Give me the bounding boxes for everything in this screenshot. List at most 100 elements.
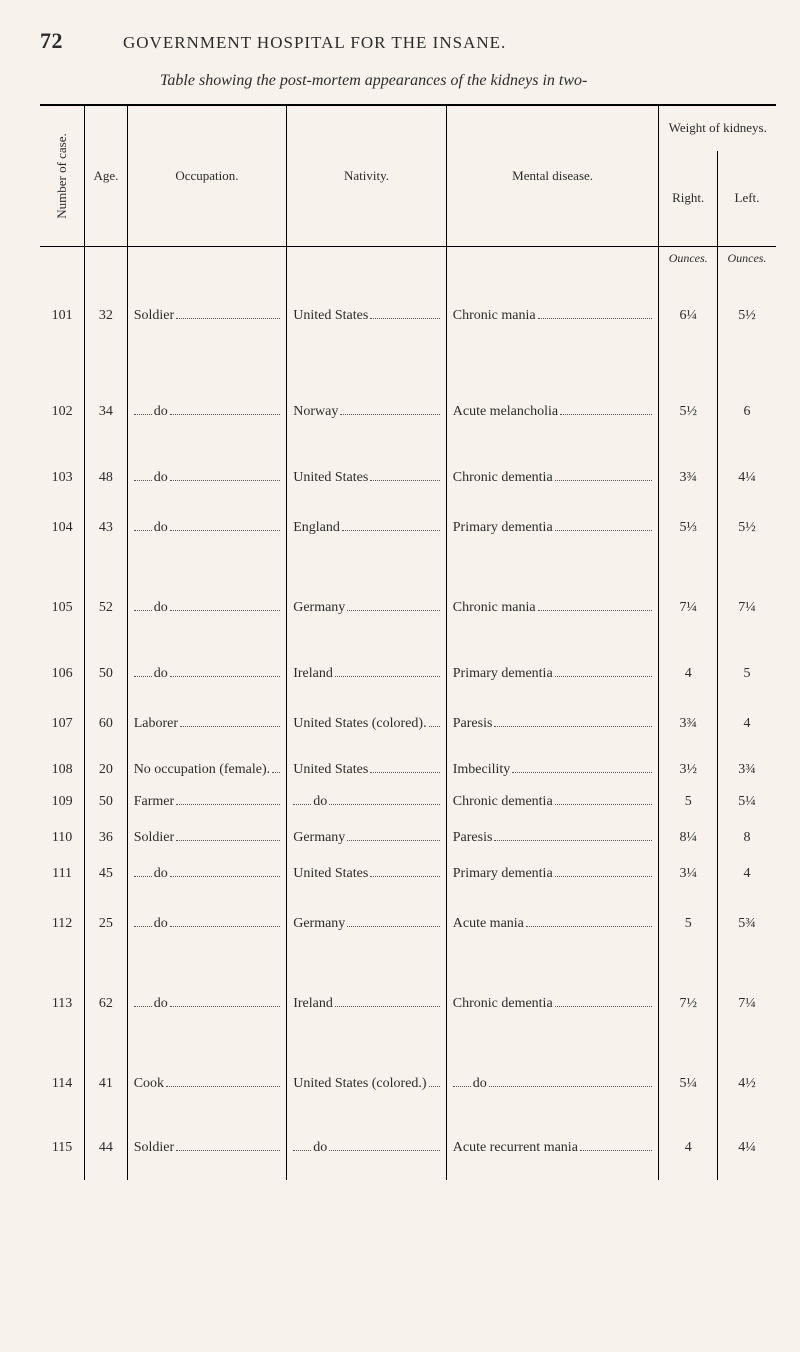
cell-case-number: 108 bbox=[40, 756, 85, 784]
kidney-table-wrap: Number of case. Age. Occupation. Nativit… bbox=[40, 104, 776, 1180]
table-head: Number of case. Age. Occupation. Nativit… bbox=[40, 106, 776, 247]
table-row: 11145doUnited StatesPrimary dementia3¼4 bbox=[40, 856, 776, 892]
cell-weight-left: 5¾ bbox=[717, 892, 776, 956]
cell-age: 62 bbox=[85, 956, 128, 1052]
col-header-number: Number of case. bbox=[40, 106, 85, 246]
cell-nativity: do bbox=[287, 784, 447, 820]
cell-weight-left: 6 bbox=[717, 364, 776, 460]
cell-age: 43 bbox=[85, 496, 128, 560]
cell-mental-disease: Paresis bbox=[446, 820, 659, 856]
cell-mental-disease: Acute recurrent mania bbox=[446, 1116, 659, 1180]
cell-occupation: do bbox=[127, 364, 287, 460]
cell-weight-left: 5¼ bbox=[717, 784, 776, 820]
cell-age: 60 bbox=[85, 692, 128, 756]
col-header-number-label: Number of case. bbox=[54, 133, 70, 219]
cell-mental-disease: Acute melancholia bbox=[446, 364, 659, 460]
cell-nativity: Germany bbox=[287, 820, 447, 856]
cell-mental-disease: Primary dementia bbox=[446, 856, 659, 892]
cell-occupation: do bbox=[127, 656, 287, 692]
cell-occupation: Cook bbox=[127, 1052, 287, 1116]
cell-weight-left: 5 bbox=[717, 656, 776, 692]
units-row: Ounces. Ounces. bbox=[40, 247, 776, 268]
cell-weight-left: 4 bbox=[717, 692, 776, 756]
col-header-mental-disease: Mental disease. bbox=[446, 106, 659, 246]
cell-weight-right: 3¾ bbox=[659, 692, 717, 756]
cell-weight-right: 4 bbox=[659, 1116, 717, 1180]
cell-occupation: No occupation (female). bbox=[127, 756, 287, 784]
cell-mental-disease: Chronic mania bbox=[446, 560, 659, 656]
cell-age: 52 bbox=[85, 560, 128, 656]
cell-case-number: 110 bbox=[40, 820, 85, 856]
cell-mental-disease: Chronic dementia bbox=[446, 784, 659, 820]
cell-nativity: Germany bbox=[287, 892, 447, 956]
cell-age: 50 bbox=[85, 656, 128, 692]
col-header-nativity: Nativity. bbox=[287, 106, 447, 246]
cell-mental-disease: Paresis bbox=[446, 692, 659, 756]
cell-case-number: 102 bbox=[40, 364, 85, 460]
running-title: GOVERNMENT HOSPITAL FOR THE INSANE. bbox=[123, 33, 506, 53]
cell-occupation: do bbox=[127, 892, 287, 956]
units-right: Ounces. bbox=[659, 247, 717, 268]
table-row: 10132SoldierUnited StatesChronic mania6¼… bbox=[40, 268, 776, 364]
cell-weight-right: 5⅓ bbox=[659, 496, 717, 560]
cell-case-number: 103 bbox=[40, 460, 85, 496]
cell-mental-disease: Chronic dementia bbox=[446, 460, 659, 496]
cell-mental-disease: Chronic dementia bbox=[446, 956, 659, 1052]
col-header-occupation: Occupation. bbox=[127, 106, 287, 246]
col-header-weight: Weight of kidneys. bbox=[659, 106, 776, 151]
cell-nativity: England bbox=[287, 496, 447, 560]
cell-mental-disease: Primary dementia bbox=[446, 656, 659, 692]
cell-occupation: Soldier bbox=[127, 268, 287, 364]
cell-weight-right: 3½ bbox=[659, 756, 717, 784]
cell-weight-left: 5½ bbox=[717, 496, 776, 560]
table-row: 10552doGermanyChronic mania7¼7¼ bbox=[40, 560, 776, 656]
cell-case-number: 107 bbox=[40, 692, 85, 756]
table-row: 11225doGermanyAcute mania55¾ bbox=[40, 892, 776, 956]
cell-case-number: 115 bbox=[40, 1116, 85, 1180]
cell-mental-disease: Chronic mania bbox=[446, 268, 659, 364]
col-header-left: Left. bbox=[717, 151, 776, 246]
page: 72 GOVERNMENT HOSPITAL FOR THE INSANE. T… bbox=[0, 0, 800, 1352]
cell-nativity: United States (colored). bbox=[287, 692, 447, 756]
cell-age: 32 bbox=[85, 268, 128, 364]
cell-age: 41 bbox=[85, 1052, 128, 1116]
cell-age: 25 bbox=[85, 892, 128, 956]
cell-occupation: Soldier bbox=[127, 1116, 287, 1180]
cell-case-number: 112 bbox=[40, 892, 85, 956]
cell-case-number: 101 bbox=[40, 268, 85, 364]
cell-occupation: do bbox=[127, 460, 287, 496]
cell-occupation: do bbox=[127, 956, 287, 1052]
cell-weight-right: 7½ bbox=[659, 956, 717, 1052]
cell-nativity: United States (colored.) bbox=[287, 1052, 447, 1116]
cell-age: 34 bbox=[85, 364, 128, 460]
table-row: 10234doNorwayAcute melancholia5½6 bbox=[40, 364, 776, 460]
cell-weight-right: 5¼ bbox=[659, 1052, 717, 1116]
table-row: 11441CookUnited States (colored.)do5¼4½ bbox=[40, 1052, 776, 1116]
page-header: 72 GOVERNMENT HOSPITAL FOR THE INSANE. bbox=[40, 28, 776, 54]
page-number: 72 bbox=[40, 28, 63, 54]
cell-nativity: Norway bbox=[287, 364, 447, 460]
cell-case-number: 111 bbox=[40, 856, 85, 892]
cell-weight-left: 4¼ bbox=[717, 460, 776, 496]
cell-weight-right: 5 bbox=[659, 784, 717, 820]
cell-nativity: United States bbox=[287, 856, 447, 892]
cell-mental-disease: do bbox=[446, 1052, 659, 1116]
kidney-table: Number of case. Age. Occupation. Nativit… bbox=[40, 106, 776, 1180]
cell-occupation: Soldier bbox=[127, 820, 287, 856]
cell-mental-disease: Acute mania bbox=[446, 892, 659, 956]
col-header-age: Age. bbox=[85, 106, 128, 246]
table-row: 10760LaborerUnited States (colored).Pare… bbox=[40, 692, 776, 756]
cell-occupation: do bbox=[127, 496, 287, 560]
cell-weight-left: 4½ bbox=[717, 1052, 776, 1116]
cell-nativity: Germany bbox=[287, 560, 447, 656]
cell-weight-right: 3¾ bbox=[659, 460, 717, 496]
table-row: 11036SoldierGermanyParesis8¼8 bbox=[40, 820, 776, 856]
cell-occupation: do bbox=[127, 560, 287, 656]
cell-weight-right: 5 bbox=[659, 892, 717, 956]
table-body: Ounces. Ounces. 10132SoldierUnited State… bbox=[40, 247, 776, 1180]
cell-weight-left: 8 bbox=[717, 820, 776, 856]
cell-mental-disease: Imbecility bbox=[446, 756, 659, 784]
table-row: 10950FarmerdoChronic dementia55¼ bbox=[40, 784, 776, 820]
cell-age: 36 bbox=[85, 820, 128, 856]
cell-weight-left: 4¼ bbox=[717, 1116, 776, 1180]
